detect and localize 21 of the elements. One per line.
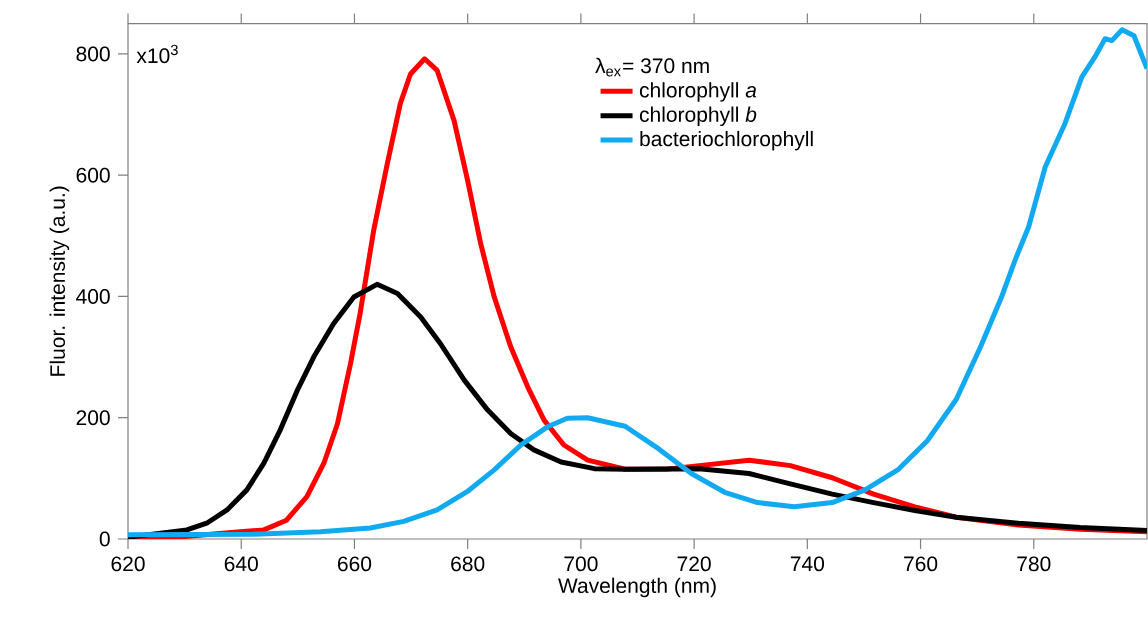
y-tick-label: 600: [76, 167, 110, 183]
x-tick-label: 760: [904, 556, 938, 572]
annotation: x10$^{3}$: [136, 44, 178, 64]
x-tick-label: 720: [677, 556, 711, 572]
x-tick-label: 700: [564, 556, 598, 572]
y-tick-label: 200: [76, 410, 110, 426]
y-tick-label: 400: [76, 289, 110, 304]
x-tick-label: 780: [1017, 556, 1051, 572]
x-tick-label: 620: [111, 556, 145, 572]
x-tick-label: 660: [338, 556, 372, 572]
x-tick-label: 640: [224, 556, 258, 572]
y-tick-label: 800: [76, 46, 110, 62]
x-tick-label: 740: [790, 556, 825, 572]
legend-label: bacteriochlorophyll: [640, 130, 813, 151]
x-tick-label: 680: [451, 556, 485, 572]
legend-label: chlorophyll b: [639, 106, 757, 127]
y-axis-title: Fluor. intensity (a.u.): [49, 186, 70, 376]
x-axis-title: Wavelength (nm): [558, 577, 716, 598]
y-tick-label: 0: [99, 531, 110, 547]
legend-title: λ$_{ex}$= 370 nm: [595, 57, 709, 77]
legend-label: chlorophyll a: [639, 82, 757, 102]
